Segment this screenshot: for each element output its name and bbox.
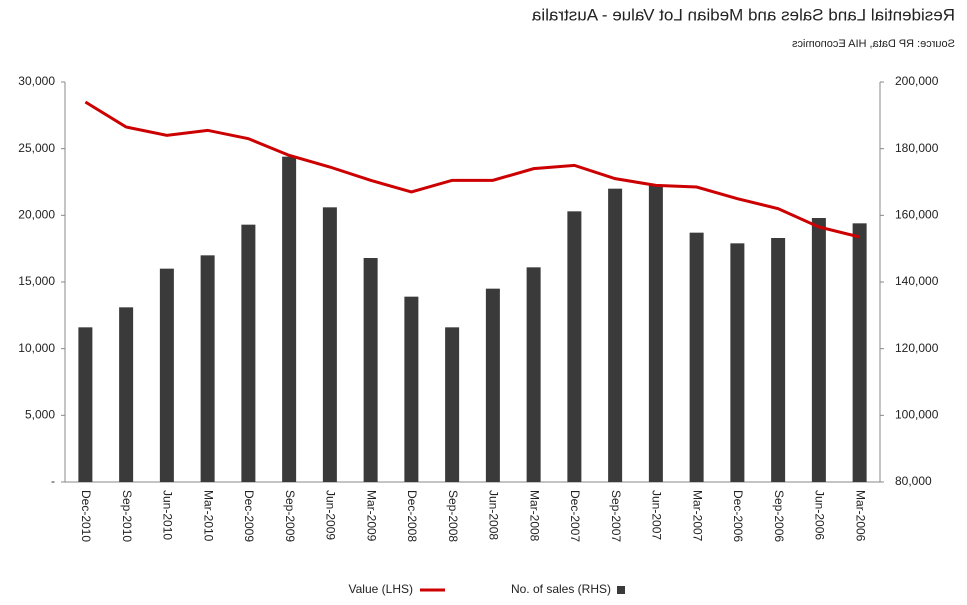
x-tick-label: Sep-2010 bbox=[120, 490, 134, 542]
bar bbox=[648, 184, 663, 482]
bar bbox=[771, 238, 786, 482]
y-tick-label: 120,000 bbox=[895, 341, 939, 355]
x-tick-label: Mar-2008 bbox=[527, 490, 541, 542]
bar bbox=[404, 296, 419, 482]
bar bbox=[200, 255, 215, 482]
y2-tick-label: 20,000 bbox=[18, 208, 55, 222]
legend-swatch bbox=[617, 586, 625, 594]
bar bbox=[322, 207, 337, 483]
x-tick-label: Jun-2009 bbox=[324, 490, 338, 540]
bar bbox=[852, 223, 867, 483]
x-tick-label: Mar-2010 bbox=[201, 490, 215, 542]
x-tick-label: Dec-2007 bbox=[568, 490, 582, 542]
bar bbox=[445, 327, 460, 482]
bar bbox=[363, 258, 378, 482]
x-tick-label: Jun-2010 bbox=[161, 490, 175, 540]
x-tick-label: Dec-2009 bbox=[242, 490, 256, 542]
x-tick-label: Dec-2008 bbox=[405, 490, 419, 542]
x-tick-label: Dec-2010 bbox=[79, 490, 93, 542]
x-tick-label: Jun-2007 bbox=[650, 490, 664, 540]
x-tick-label: Jun-2008 bbox=[487, 490, 501, 540]
x-tick-label: Jun-2006 bbox=[813, 490, 827, 540]
chart-subtitle: Source: RP Data, HIA Economics bbox=[791, 38, 955, 50]
x-tick-label: Sep-2006 bbox=[772, 490, 786, 542]
y2-tick-label: 15,000 bbox=[18, 274, 55, 288]
y2-tick-label: 30,000 bbox=[18, 74, 55, 88]
bar bbox=[608, 188, 623, 482]
y-tick-label: 160,000 bbox=[895, 208, 939, 222]
bar bbox=[485, 288, 500, 482]
y-tick-label: 180,000 bbox=[895, 141, 939, 155]
y2-tick-label: 25,000 bbox=[18, 141, 55, 155]
bar bbox=[730, 243, 745, 482]
x-tick-label: Dec-2006 bbox=[731, 490, 745, 542]
bar bbox=[159, 268, 174, 482]
legend-label: Value (LHS) bbox=[349, 582, 413, 596]
x-tick-label: Sep-2009 bbox=[283, 490, 297, 542]
x-tick-label: Mar-2009 bbox=[364, 490, 378, 542]
x-tick-label: Mar-2006 bbox=[853, 490, 867, 542]
chart-body: Residential Land Sales and Median Lot Va… bbox=[18, 5, 955, 596]
bar bbox=[119, 307, 134, 482]
line bbox=[84, 100, 860, 239]
y2-tick-label: - bbox=[51, 474, 55, 488]
legend-label: No. of sales (RHS) bbox=[511, 582, 611, 596]
bar bbox=[567, 211, 582, 483]
bar bbox=[526, 267, 541, 482]
y2-tick-label: 10,000 bbox=[18, 341, 55, 355]
y-tick-label: 200,000 bbox=[895, 74, 939, 88]
x-tick-label: Mar-2007 bbox=[690, 490, 704, 542]
bar bbox=[78, 327, 93, 482]
x-tick-label: Sep-2008 bbox=[446, 490, 460, 542]
chart-title: Residential Land Sales and Median Lot Va… bbox=[531, 5, 955, 24]
bar bbox=[811, 218, 826, 482]
y-tick-label: 140,000 bbox=[895, 274, 939, 288]
y-tick-label: 80,000 bbox=[895, 474, 932, 488]
bar bbox=[282, 156, 297, 482]
bar bbox=[241, 224, 256, 482]
bar bbox=[689, 232, 704, 482]
y-tick-label: 100,000 bbox=[895, 408, 939, 422]
x-tick-label: Sep-2007 bbox=[609, 490, 623, 542]
y2-tick-label: 5,000 bbox=[25, 408, 55, 422]
